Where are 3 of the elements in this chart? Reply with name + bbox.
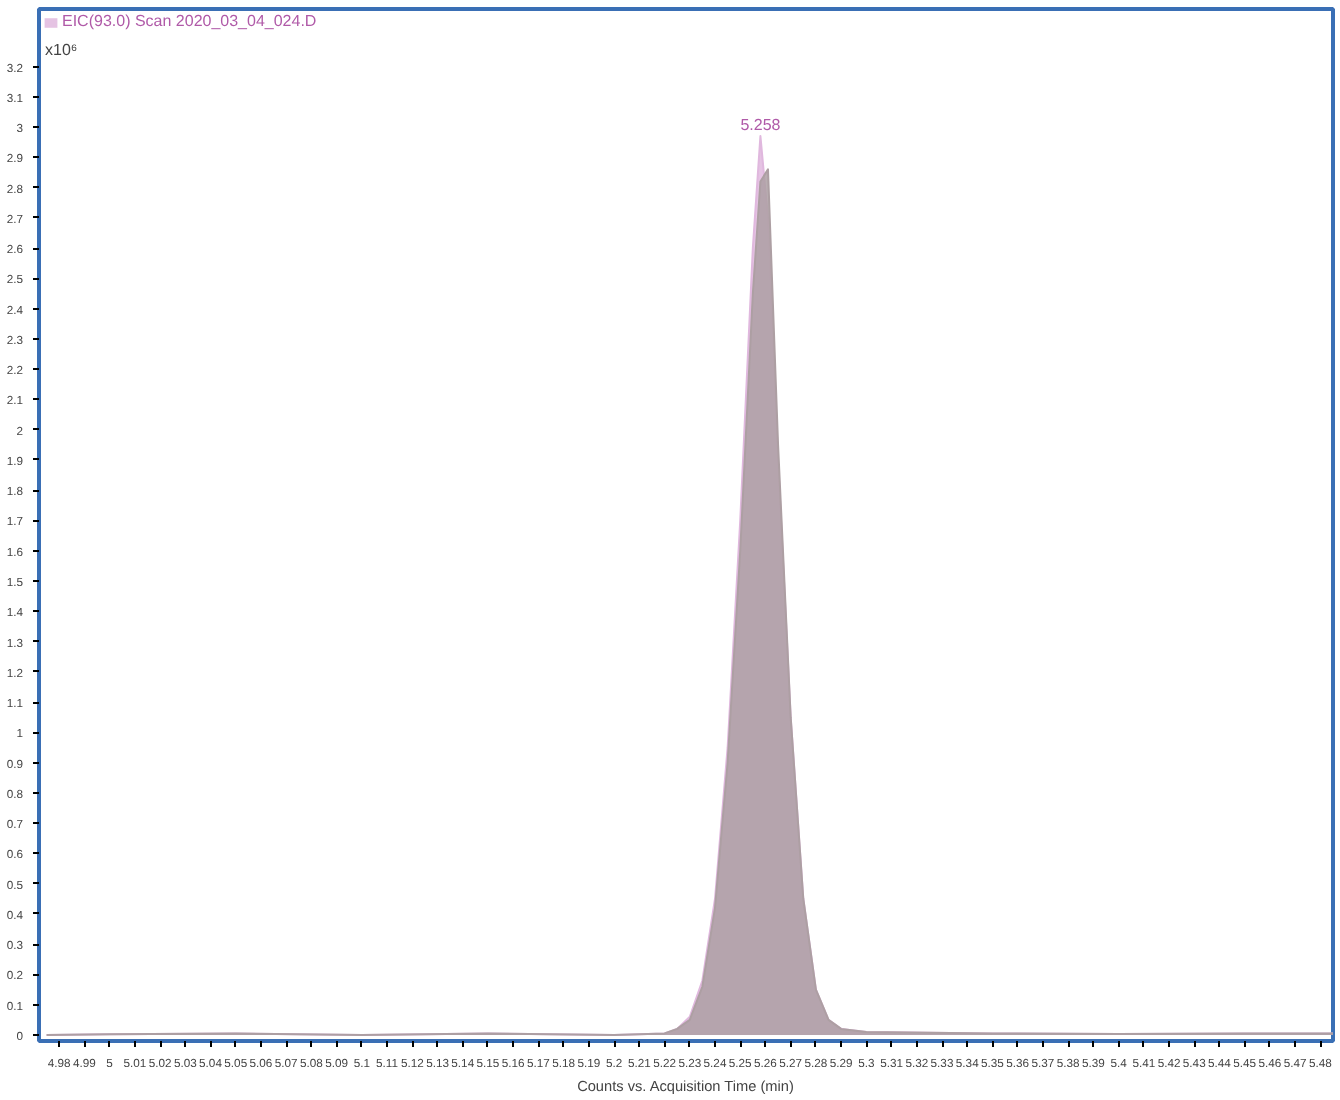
annotation: 5.258 <box>740 116 782 135</box>
legend-label: EIC(93.0) Scan 2020_03_04_024.D <box>62 12 317 30</box>
y-axis-title: x10⁶ <box>45 41 78 59</box>
